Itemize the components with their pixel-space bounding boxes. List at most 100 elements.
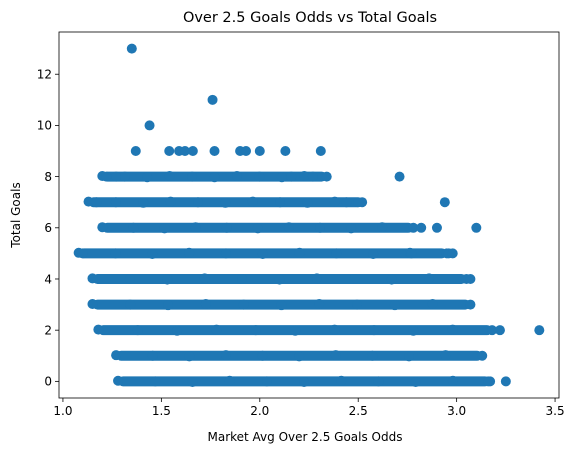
scatter-point (209, 172, 220, 183)
y-tick-label: 0 (44, 375, 52, 389)
scatter-point (276, 172, 287, 183)
scatter-point (207, 94, 218, 105)
scatter-point (124, 273, 135, 284)
scatter-point (404, 351, 414, 362)
scatter-point (179, 146, 190, 157)
scatter-point (184, 351, 195, 362)
x-tick-label: 2.5 (349, 404, 368, 418)
scatter-point (126, 43, 137, 54)
scatter-point (162, 274, 173, 285)
scatter-point (87, 273, 98, 284)
scatter-point (471, 222, 482, 233)
x-axis-label: Market Avg Over 2.5 Goals Odds (207, 430, 402, 444)
scatter-point (424, 273, 435, 284)
scatter-point (101, 171, 112, 182)
scatter-point (199, 273, 210, 284)
scatter-point (373, 376, 384, 387)
scatter-point (336, 375, 347, 386)
data-points (73, 43, 545, 387)
scatter-point (274, 274, 285, 285)
scatter-point (87, 298, 98, 309)
scatter-point (111, 350, 122, 361)
scatter-point (431, 222, 442, 233)
x-tick-label: 3.5 (546, 404, 565, 418)
scatter-point (190, 222, 201, 233)
scatter-point (534, 325, 545, 336)
scatter-point (220, 350, 231, 361)
scatter-point (237, 273, 248, 284)
scatter-point (220, 248, 231, 259)
scatter-point (477, 350, 488, 361)
scatter-point (416, 222, 427, 233)
scatter-point (321, 171, 332, 182)
y-tick-label: 6 (44, 221, 52, 235)
scatter-point (368, 325, 379, 336)
scatter-point (113, 375, 124, 386)
scatter-point (483, 376, 494, 387)
scatter-point (330, 350, 341, 361)
scatter-point (275, 197, 286, 208)
scatter-point (220, 197, 231, 208)
x-axis-ticks: 1.0 1.5 2.0 2.5 3.0 3.5 (53, 398, 565, 418)
scatter-point (447, 375, 458, 386)
scatter-point (119, 171, 130, 182)
scatter-point (110, 197, 121, 208)
scatter-point (93, 324, 104, 335)
x-tick-label: 1.5 (152, 404, 171, 418)
scatter-point (224, 375, 235, 386)
scatter-point (494, 325, 505, 336)
scatter-point (132, 325, 143, 336)
scatter-point (427, 298, 438, 309)
scatter-point (257, 248, 268, 259)
scatter-point (386, 274, 397, 285)
scatter-point (500, 376, 511, 387)
scatter-point (142, 172, 153, 183)
scatter-point (349, 273, 360, 284)
scatter-point (247, 196, 258, 207)
scatter-point (465, 273, 476, 284)
scatter-point (408, 325, 419, 336)
y-tick-label: 10 (37, 119, 52, 133)
scatter-point (314, 298, 325, 309)
scatter-point (447, 248, 458, 259)
scatter-point (311, 273, 322, 284)
scatter-point (187, 171, 198, 182)
x-tick-label: 2.0 (250, 404, 269, 418)
scatter-point (164, 171, 175, 182)
scatter-point (250, 325, 261, 336)
scatter-point (341, 197, 352, 208)
scatter-point (439, 197, 450, 208)
scatter-point (377, 222, 388, 233)
scatter-point (110, 248, 121, 259)
scatter-point (394, 171, 405, 182)
scatter-point (187, 146, 198, 157)
scatter-point (144, 120, 155, 131)
scatter-point (147, 350, 158, 361)
scatter-point (138, 197, 149, 208)
scatter-point (91, 197, 102, 208)
scatter-point (130, 146, 141, 157)
scatter-point (77, 248, 88, 259)
scatter-point (329, 324, 340, 335)
scatter-point (410, 376, 421, 387)
scatter-point (252, 223, 263, 234)
scatter-point (184, 247, 195, 258)
scatter-point (209, 146, 220, 157)
scatter-point (367, 350, 378, 361)
scatter-point (346, 223, 357, 234)
scatter-point (406, 248, 417, 259)
scatter-point (211, 324, 222, 335)
scatter-point (302, 197, 313, 208)
scatter-point (111, 171, 122, 182)
scatter-point (128, 222, 139, 233)
plot-frame (58, 31, 560, 399)
chart-title: Over 2.5 Goals Odds vs Total Goals (183, 10, 437, 26)
scatter-point (283, 222, 294, 233)
scatter-point (389, 300, 400, 311)
y-axis-ticks: 0 2 4 6 8 10 12 (37, 68, 59, 389)
scatter-point (159, 223, 170, 234)
scatter-point (315, 222, 326, 233)
scatter-point (221, 222, 232, 233)
scatter-point (164, 146, 175, 157)
scatter-point (200, 298, 211, 309)
